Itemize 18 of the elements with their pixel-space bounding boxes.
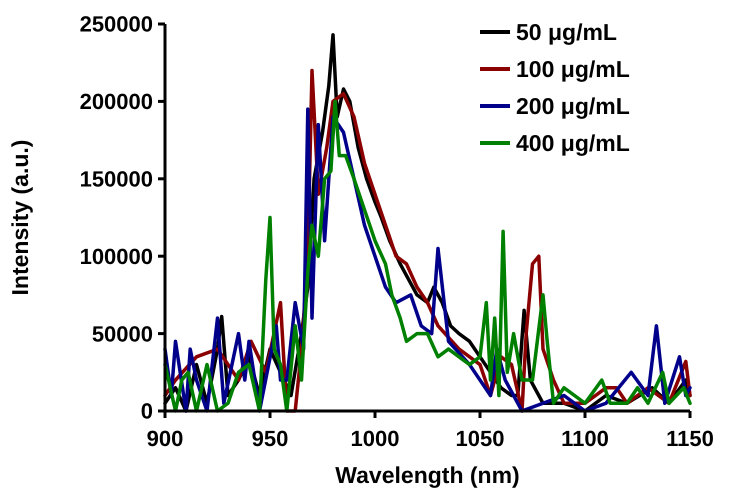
- x-axis-title: Wavelength (nm): [335, 462, 520, 488]
- y-tick-label: 200000: [80, 89, 153, 114]
- x-tick-label: 950: [252, 426, 288, 451]
- x-tick-label: 900: [146, 426, 184, 451]
- legend-label: 100 μg/mL: [516, 56, 630, 82]
- x-tick-label: 1100: [561, 426, 609, 451]
- y-tick-label: 100000: [80, 244, 153, 269]
- legend-label: 200 μg/mL: [516, 93, 630, 120]
- y-axis-title: Intensity (a.u.): [7, 140, 33, 296]
- x-tick-label: 1000: [350, 426, 400, 451]
- y-tick-label: 150000: [80, 166, 153, 192]
- y-tick-label: 0: [140, 398, 153, 424]
- legend-label: 50 μg/mL: [516, 19, 617, 46]
- x-tick-label: 1050: [456, 426, 504, 451]
- legend-label: 400 μg/mL: [516, 130, 630, 156]
- x-tick-label: 1150: [666, 426, 714, 451]
- y-tick-label: 50000: [92, 321, 153, 346]
- y-tick-label: 250000: [80, 12, 153, 37]
